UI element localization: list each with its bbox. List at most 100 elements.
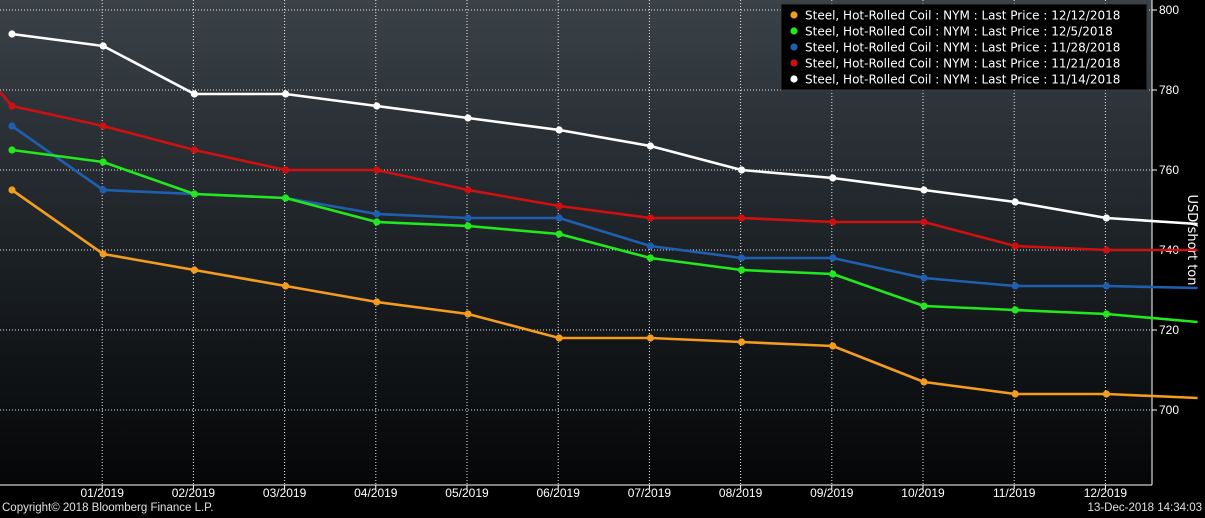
x-tick-label: 10/2019 <box>901 486 945 500</box>
data-point <box>99 122 107 130</box>
series-line <box>11 104 1198 252</box>
data-point <box>1011 390 1019 398</box>
data-point <box>282 282 290 290</box>
legend-label: Steel, Hot-Rolled Coil : NYM : Last Pric… <box>805 41 1120 55</box>
x-tick-label: 12/2019 <box>1084 486 1128 500</box>
x-tick-label: 04/2019 <box>354 486 398 500</box>
data-point <box>190 90 198 98</box>
y-tick-label: 800 <box>1159 3 1179 17</box>
legend-entry[interactable]: Steel, Hot-Rolled Coil : NYM : Last Pric… <box>790 41 1120 55</box>
data-point <box>738 266 746 274</box>
data-point <box>99 186 107 194</box>
copyright-text: Copyright© 2018 Bloomberg Finance L.P. <box>2 502 214 514</box>
legend-marker <box>790 59 798 67</box>
data-point <box>1011 198 1019 206</box>
data-point <box>190 190 198 198</box>
data-point <box>1011 306 1019 314</box>
data-point <box>8 186 16 194</box>
data-point <box>464 222 472 230</box>
legend-marker <box>790 75 798 83</box>
data-point <box>373 298 381 306</box>
legend-marker <box>790 11 798 19</box>
data-point <box>99 250 107 258</box>
data-point <box>1102 390 1110 398</box>
data-point <box>8 30 16 38</box>
data-point <box>373 166 381 174</box>
legend-entry[interactable]: Steel, Hot-Rolled Coil : NYM : Last Pric… <box>790 57 1120 71</box>
data-point <box>8 146 16 154</box>
x-tick-label: 01/2019 <box>81 486 125 500</box>
legend-entry[interactable]: Steel, Hot-Rolled Coil : NYM : Last Pric… <box>790 25 1113 39</box>
data-point <box>646 334 655 342</box>
x-tick-label: 05/2019 <box>445 486 489 500</box>
x-tick-label: 11/2019 <box>993 486 1036 500</box>
legend-entry[interactable]: Steel, Hot-Rolled Coil : NYM : Last Pric… <box>790 73 1120 87</box>
y-tick-label: 780 <box>1159 83 1179 97</box>
data-point <box>99 42 107 50</box>
data-point <box>920 302 928 310</box>
data-point <box>555 334 563 342</box>
legend-box <box>780 3 1148 91</box>
data-point <box>646 214 655 222</box>
legend-entry[interactable]: Steel, Hot-Rolled Coil : NYM : Last Pric… <box>790 9 1120 23</box>
data-point <box>464 214 472 222</box>
data-point <box>555 230 563 238</box>
legend-label: Steel, Hot-Rolled Coil : NYM : Last Pric… <box>805 57 1120 71</box>
x-tick-label: 09/2019 <box>810 486 854 500</box>
data-point <box>373 210 381 218</box>
y-tick-label: 700 <box>1159 403 1179 417</box>
x-tick-label: 08/2019 <box>719 486 763 500</box>
x-tick-label: 07/2019 <box>628 486 672 500</box>
data-point <box>555 202 563 210</box>
data-point <box>190 266 198 274</box>
data-point <box>1011 282 1019 290</box>
legend-marker <box>790 27 798 35</box>
data-point <box>738 166 746 174</box>
data-point <box>920 218 928 226</box>
data-point <box>829 270 837 278</box>
y-tick-label: 720 <box>1159 323 1179 337</box>
series-line <box>11 188 1198 400</box>
data-point <box>282 166 290 174</box>
y-tick-label: 760 <box>1159 163 1179 177</box>
series-line <box>11 32 1198 226</box>
data-point <box>738 338 746 346</box>
data-point <box>920 186 928 194</box>
data-point <box>920 274 928 282</box>
data-point <box>464 310 472 318</box>
data-point <box>829 342 837 350</box>
data-point <box>646 142 655 150</box>
data-point <box>920 378 928 386</box>
data-point <box>646 242 655 250</box>
data-point <box>464 114 472 122</box>
legend-label: Steel, Hot-Rolled Coil : NYM : Last Pric… <box>805 73 1120 87</box>
x-tick-label: 03/2019 <box>263 486 307 500</box>
data-point <box>646 254 655 262</box>
data-point <box>1102 310 1110 318</box>
data-point <box>282 194 290 202</box>
data-point <box>555 126 563 134</box>
legend-label: Steel, Hot-Rolled Coil : NYM : Last Pric… <box>805 9 1120 23</box>
data-point <box>464 186 472 194</box>
legend-label: Steel, Hot-Rolled Coil : NYM : Last Pric… <box>805 25 1113 39</box>
data-point <box>373 102 381 110</box>
legend[interactable]: Steel, Hot-Rolled Coil : NYM : Last Pric… <box>780 3 1148 91</box>
data-point <box>99 158 107 166</box>
data-point <box>190 146 198 154</box>
x-tick-label: 02/2019 <box>172 486 216 500</box>
data-point <box>1011 242 1019 250</box>
data-point <box>1102 246 1110 254</box>
timestamp-text: 13-Dec-2018 14:34:03 <box>1087 502 1202 514</box>
data-point <box>829 218 837 226</box>
data-point <box>829 254 837 262</box>
y-axis-title: USD/short ton <box>1184 195 1199 286</box>
series-line <box>11 148 1198 324</box>
data-point <box>282 90 290 98</box>
data-point <box>1102 214 1110 222</box>
series-line-lead-in <box>0 91 13 107</box>
legend-marker <box>790 43 798 51</box>
x-tick-label: 06/2019 <box>537 486 581 500</box>
data-point <box>738 254 746 262</box>
